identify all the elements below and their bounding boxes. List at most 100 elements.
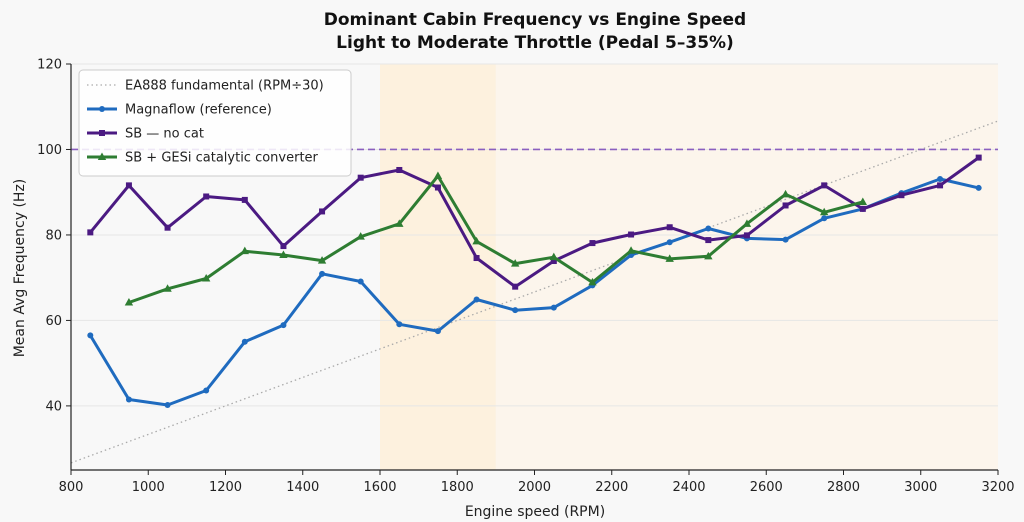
x-tick-label: 2600 — [750, 480, 783, 495]
x-tick-label: 2800 — [827, 480, 860, 495]
highlight-band-1 — [495, 64, 998, 470]
data-point — [240, 246, 250, 255]
data-point — [859, 205, 866, 212]
data-point — [550, 258, 557, 265]
legend-entry-label: EA888 fundamental (RPM÷30) — [125, 79, 324, 94]
x-axis-label: Engine speed (RPM) — [465, 504, 605, 520]
x-tick-label: 1800 — [441, 480, 474, 495]
legend-box — [78, 69, 352, 177]
data-point — [705, 237, 712, 244]
data-point — [87, 332, 94, 339]
data-point — [434, 328, 441, 335]
data-point — [203, 193, 210, 200]
data-point — [395, 219, 404, 227]
x-tick-label: 800 — [59, 480, 84, 495]
data-point — [201, 274, 211, 282]
legend-marker — [99, 106, 105, 112]
data-point — [819, 207, 829, 216]
chart-subtitle: Light to Moderate Throttle (Pedal 5–35%) — [336, 33, 734, 53]
y-tick-label: 120 — [37, 58, 62, 73]
data-point — [782, 202, 789, 209]
data-point — [512, 307, 519, 314]
data-point — [743, 232, 750, 239]
x-tick-label: 2000 — [518, 480, 551, 495]
legend-marker — [97, 152, 107, 160]
data-point — [512, 283, 519, 290]
data-point — [937, 175, 944, 182]
data-point — [588, 277, 597, 286]
x-tick-label: 3000 — [904, 480, 937, 495]
data-point — [396, 166, 403, 173]
x-tick-label: 1600 — [363, 480, 396, 495]
x-tick-label: 2200 — [595, 480, 628, 495]
x-tick-label: 1400 — [286, 480, 319, 495]
data-point — [898, 192, 905, 199]
y-tick-label: 60 — [45, 314, 62, 329]
data-point — [164, 224, 171, 231]
data-point — [589, 240, 596, 247]
data-point — [626, 246, 636, 254]
data-point — [319, 208, 326, 215]
data-point — [705, 225, 712, 232]
legend-marker — [99, 130, 105, 136]
data-point — [280, 243, 287, 250]
data-point — [357, 174, 364, 181]
y-tick-label: 100 — [37, 143, 62, 158]
data-point — [858, 197, 868, 206]
data-point — [203, 387, 210, 394]
y-tick-label: 40 — [45, 399, 62, 414]
data-point — [782, 236, 789, 243]
data-point — [241, 196, 248, 203]
data-point — [280, 322, 287, 329]
data-point — [357, 278, 364, 285]
x-tick-label: 1200 — [209, 480, 242, 495]
data-point — [781, 189, 790, 198]
data-point — [125, 182, 132, 189]
data-point — [241, 338, 248, 345]
data-point — [975, 184, 982, 191]
data-point — [821, 182, 828, 189]
tick-labels: 800 1000 1200 1400 1600 1800 2000 2200 2400 2600 2… — [37, 58, 1014, 496]
data-point — [742, 219, 752, 227]
data-point — [975, 154, 982, 161]
data-point — [937, 182, 944, 189]
series-line-2 — [127, 174, 865, 304]
legend-entry-label: SB — no cat — [125, 127, 204, 142]
highlight-band-0 — [380, 64, 496, 470]
data-point — [628, 231, 635, 238]
data-point — [821, 215, 828, 222]
data-point — [510, 259, 520, 267]
legend: EA888 fundamental (RPM÷30) Magnaflow (ref… — [78, 69, 352, 177]
x-tick-label: 3200 — [981, 480, 1014, 495]
data-point — [124, 297, 134, 306]
series-line-0 — [88, 177, 981, 407]
data-point — [473, 255, 480, 262]
data-point — [319, 270, 326, 277]
x-tick-label: 1000 — [132, 480, 165, 495]
data-point — [665, 254, 674, 262]
data-point — [164, 402, 171, 409]
data-point — [356, 232, 365, 240]
chart-title: Dominant Cabin Frequency vs Engine Speed — [324, 10, 746, 30]
data-point — [666, 224, 673, 231]
data-point — [666, 239, 673, 246]
data-point — [433, 171, 443, 179]
series-group — [87, 154, 982, 409]
legend-entry-label: SB + GESi catalytic converter — [125, 151, 319, 166]
data-point — [279, 250, 288, 259]
data-point — [704, 251, 713, 260]
data-point — [549, 252, 559, 261]
data-point — [473, 296, 480, 303]
data-point — [163, 284, 172, 292]
highlight-bands — [380, 64, 998, 470]
series-line-1 — [88, 156, 981, 289]
data-point — [396, 321, 403, 328]
data-point — [434, 184, 441, 191]
y-axis-label: Mean Avg Frequency (Hz) — [12, 179, 28, 358]
data-point — [472, 236, 481, 245]
y-tick-label: 80 — [45, 228, 62, 243]
x-tick-label: 2400 — [672, 480, 705, 495]
data-point — [550, 304, 557, 311]
data-point — [87, 229, 94, 236]
